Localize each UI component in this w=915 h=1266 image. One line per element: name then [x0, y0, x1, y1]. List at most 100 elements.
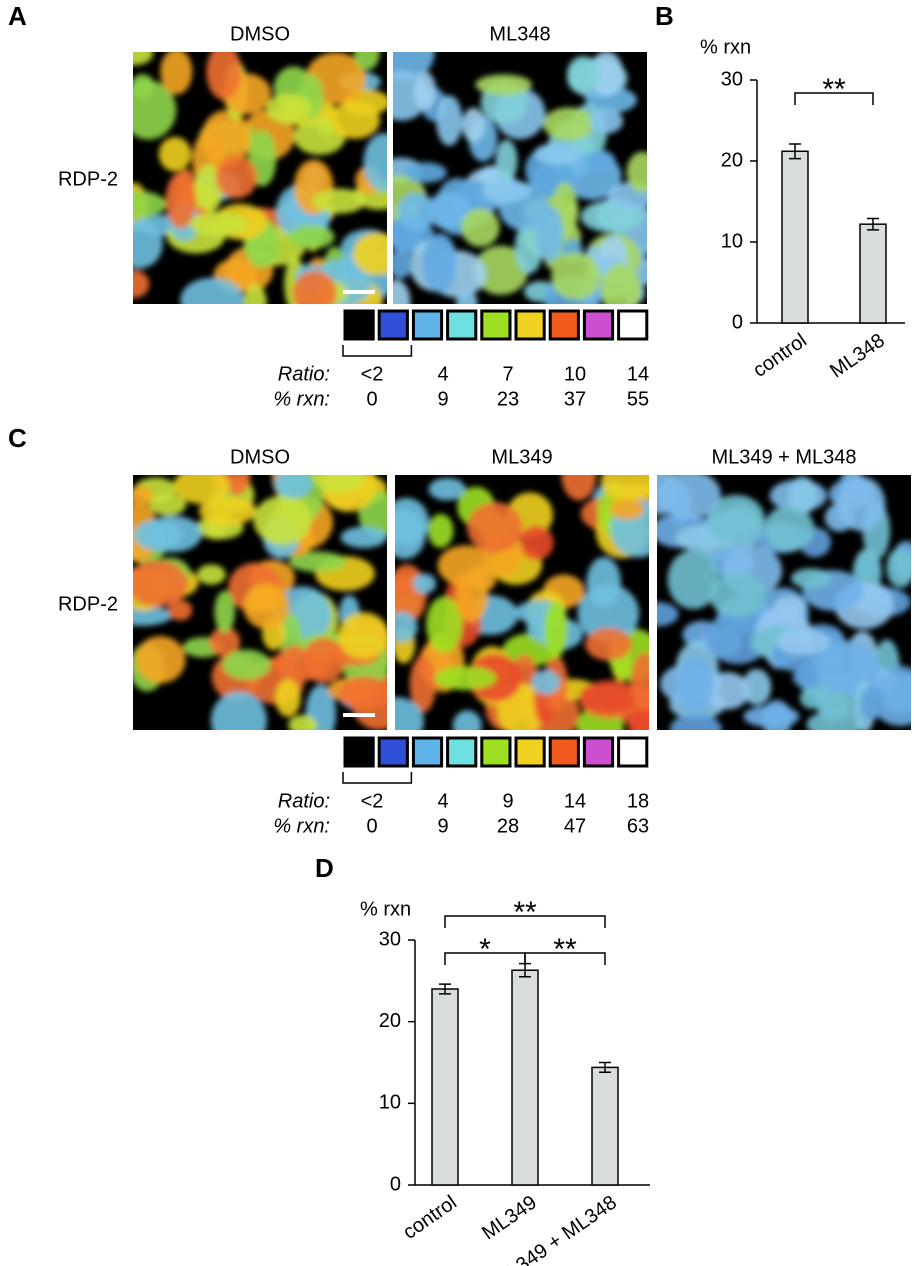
bar	[859, 223, 887, 324]
cell	[265, 93, 312, 124]
cell	[743, 705, 800, 728]
rxn-value: 28	[497, 815, 519, 837]
cell	[709, 572, 767, 618]
cell	[567, 56, 600, 93]
bracket	[342, 345, 413, 357]
cell	[158, 136, 192, 172]
cell	[544, 601, 568, 659]
cell	[536, 206, 564, 262]
scale-bar	[343, 290, 375, 294]
cell	[626, 151, 647, 193]
y-tick-label: 10	[379, 1092, 401, 1114]
ratio-label: Ratio:	[278, 363, 330, 385]
color-swatch	[480, 736, 512, 768]
ratio-value: <2	[361, 363, 384, 385]
rxn-value: 9	[437, 815, 448, 837]
cell	[180, 277, 245, 304]
cell	[586, 557, 621, 608]
cell	[210, 691, 268, 730]
significance-label: **	[822, 73, 846, 106]
cell	[206, 52, 242, 100]
y-axis-label: % rxn	[700, 36, 751, 58]
cell	[413, 71, 437, 111]
cell	[135, 636, 186, 684]
bar	[781, 150, 809, 324]
row-label: RDP-2	[58, 168, 118, 190]
cell	[657, 475, 721, 520]
x-tick-label: control	[749, 329, 811, 381]
cell	[363, 133, 387, 192]
color-swatch	[446, 736, 478, 768]
cell	[275, 678, 301, 717]
rxn-value: 9	[437, 388, 448, 410]
cell	[404, 162, 447, 183]
cell	[427, 513, 454, 548]
significance-bracket	[524, 952, 606, 965]
cell	[133, 560, 189, 607]
cell	[776, 628, 831, 656]
panel-label: B	[655, 1, 674, 31]
significance-label: *	[479, 933, 491, 966]
cell	[222, 649, 271, 681]
color-swatch	[548, 309, 580, 341]
cell	[531, 669, 561, 695]
cell	[312, 188, 366, 214]
cell	[337, 612, 387, 660]
cell	[585, 86, 637, 114]
significance-label: **	[513, 896, 537, 929]
cell	[461, 208, 500, 247]
cell	[148, 493, 187, 516]
cell	[482, 178, 532, 204]
cell	[354, 52, 380, 71]
cell	[412, 573, 437, 594]
color-swatch	[343, 309, 375, 341]
cell	[189, 211, 249, 237]
cell	[167, 599, 193, 621]
cell	[561, 475, 597, 501]
image-title: ML349 + ML348	[711, 446, 856, 468]
cell	[670, 713, 722, 730]
color-swatch	[582, 309, 615, 341]
cell	[352, 232, 387, 276]
cell	[243, 583, 290, 629]
cell	[160, 52, 193, 95]
cell	[763, 506, 815, 552]
y-axis-label: % rxn	[360, 898, 411, 920]
cell	[253, 495, 313, 545]
cell	[551, 252, 601, 300]
panel-label: C	[8, 423, 27, 453]
error-bar	[439, 983, 451, 995]
cell	[495, 139, 518, 183]
cell	[609, 498, 644, 520]
ratio-value: 18	[627, 790, 649, 812]
cell	[243, 284, 267, 304]
cell	[288, 224, 335, 249]
cell	[273, 475, 313, 499]
cell	[426, 596, 463, 653]
color-swatch	[377, 736, 409, 768]
cells	[393, 52, 647, 304]
cells	[133, 52, 387, 304]
color-swatch	[411, 309, 444, 341]
rxn-value: 63	[627, 815, 649, 837]
image-title: DMSO	[230, 446, 290, 468]
image-title: DMSO	[230, 23, 290, 45]
rxn-label: % rxn:	[273, 815, 330, 837]
color-swatch	[343, 736, 375, 768]
cell	[133, 52, 154, 66]
bar	[511, 969, 539, 1186]
color-swatch	[446, 309, 478, 341]
cell	[886, 547, 911, 588]
rxn-value: 0	[366, 815, 377, 837]
color-swatch	[514, 309, 546, 341]
cell	[133, 190, 167, 219]
y-tick-label: 30	[721, 68, 743, 90]
cell	[292, 270, 337, 304]
cell	[473, 245, 529, 295]
cell	[434, 665, 497, 691]
rxn-label: % rxn:	[273, 388, 330, 410]
cell	[338, 676, 387, 710]
ratio-value: 7	[502, 363, 513, 385]
color-swatch	[582, 736, 615, 768]
